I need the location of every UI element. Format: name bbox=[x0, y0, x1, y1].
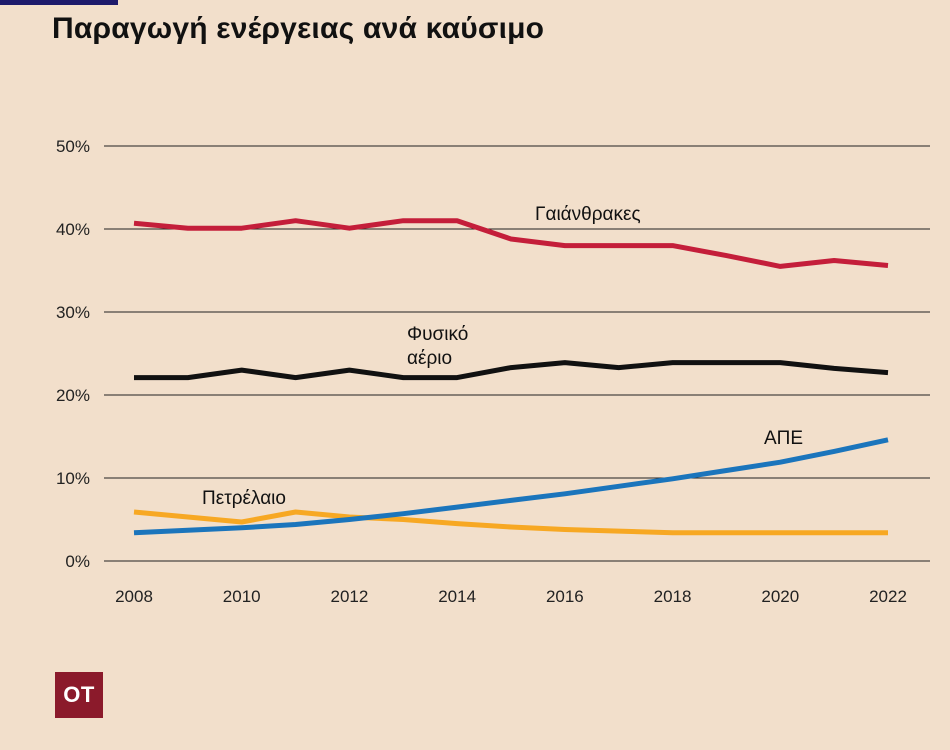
y-tick-label: 50% bbox=[56, 137, 90, 156]
y-tick-label: 40% bbox=[56, 220, 90, 239]
x-tick-label: 2018 bbox=[654, 587, 692, 606]
series-label: Πετρέλαιο bbox=[202, 488, 286, 509]
series-label: ΑΠΕ bbox=[764, 428, 803, 449]
x-tick-label: 2010 bbox=[223, 587, 261, 606]
x-tick-label: 2022 bbox=[869, 587, 907, 606]
logo: OT bbox=[55, 672, 103, 718]
x-tick-label: 2020 bbox=[761, 587, 799, 606]
y-tick-label: 10% bbox=[56, 469, 90, 488]
series-line bbox=[133, 437, 889, 536]
series-line bbox=[133, 509, 888, 536]
series-label: Γαιάνθρακες bbox=[535, 204, 641, 225]
y-tick-label: 20% bbox=[56, 386, 90, 405]
series-line bbox=[134, 360, 889, 381]
x-tick-label: 2012 bbox=[331, 587, 369, 606]
y-tick-label: 0% bbox=[65, 552, 90, 571]
x-tick-label: 2016 bbox=[546, 587, 584, 606]
chart-title: Παραγωγή ενέργειας ανά καύσιμο bbox=[52, 12, 545, 45]
series-line bbox=[133, 218, 889, 269]
series-label: Φυσικό αέριο bbox=[407, 324, 468, 369]
top-accent-bar bbox=[0, 0, 118, 5]
x-tick-label: 2014 bbox=[438, 587, 476, 606]
x-tick-label: 2008 bbox=[115, 587, 153, 606]
y-tick-label: 30% bbox=[56, 303, 90, 322]
